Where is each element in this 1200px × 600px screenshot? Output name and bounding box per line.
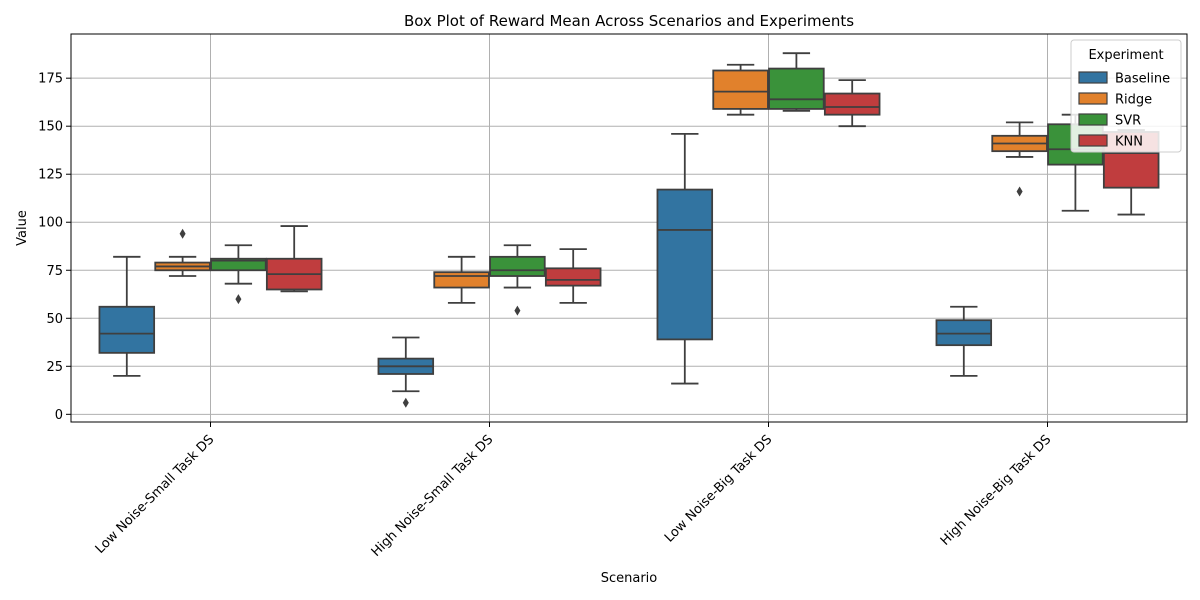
- y-tick-label: 75: [46, 264, 63, 279]
- box-ridge-2: [433, 255, 490, 304]
- iqr-box: [768, 67, 825, 110]
- box-ridge-4: [991, 121, 1048, 197]
- legend-label-knn: KNN: [1115, 135, 1143, 150]
- box-knn-2: [544, 248, 602, 304]
- y-tick-label: 150: [38, 120, 63, 135]
- y-tick-label: 125: [38, 168, 63, 183]
- box-svr-3: [768, 52, 825, 112]
- legend-title: Experiment: [1088, 48, 1163, 63]
- axes: 0 25 50 75 100 125 150 175 Low Noise-Small Task …: [38, 72, 1054, 560]
- grid-lines: [71, 34, 1187, 422]
- box-knn-1: [265, 225, 323, 293]
- chart-title: Box Plot of Reward Mean Across Scenarios…: [404, 12, 854, 30]
- legend-swatch-svr: [1078, 113, 1108, 126]
- box-svr-2: [489, 244, 546, 316]
- box-baseline-3: [656, 132, 714, 385]
- iqr-box: [935, 319, 993, 347]
- legend-swatch-knn: [1078, 134, 1108, 147]
- box-ridge-3: [712, 63, 769, 116]
- y-tick-label: 0: [55, 408, 63, 423]
- legend-swatch-ridge: [1078, 92, 1108, 105]
- iqr-box: [656, 188, 714, 341]
- outlier-point: [235, 294, 242, 305]
- legend-label-svr: SVR: [1115, 114, 1141, 129]
- iqr-box: [433, 271, 490, 289]
- outlier-point: [402, 397, 409, 408]
- y-tick-label: 25: [46, 360, 63, 375]
- x-tick-label: Low Noise-Big Task DS: [662, 432, 775, 545]
- iqr-box: [98, 305, 156, 354]
- iqr-box: [823, 92, 881, 116]
- outlier-point: [179, 228, 186, 239]
- box-baseline-1: [98, 255, 156, 377]
- x-tick-label: High Noise-Big Task DS: [938, 432, 1054, 548]
- iqr-box: [489, 255, 546, 277]
- y-tick-label: 100: [38, 216, 63, 231]
- y-tick-label: 175: [38, 72, 63, 87]
- outlier-point: [514, 305, 521, 316]
- iqr-box: [544, 267, 602, 287]
- iqr-box: [210, 257, 267, 272]
- box-layer: [98, 52, 1160, 408]
- legend: Experiment Baseline Ridge SVR KNN: [1070, 39, 1182, 153]
- box-knn-3: [823, 79, 881, 128]
- iqr-box: [712, 69, 769, 110]
- box-svr-1: [210, 244, 267, 305]
- y-tick-label: 50: [46, 312, 63, 327]
- x-tick-label: Low Noise-Small Task DS: [93, 432, 218, 557]
- legend-label-baseline: Baseline: [1115, 72, 1170, 87]
- x-axis-label: Scenario: [601, 571, 658, 586]
- plot-frame: [70, 33, 1188, 423]
- box-ridge-1: [154, 228, 211, 277]
- box-baseline-2: [377, 336, 435, 408]
- y-axis-label: Value: [15, 210, 30, 246]
- box-baseline-4: [935, 305, 993, 377]
- legend-label-ridge: Ridge: [1115, 93, 1152, 108]
- outlier-point: [1016, 186, 1023, 197]
- legend-swatch-baseline: [1078, 71, 1108, 84]
- x-tick-label: High Noise-Small Task DS: [369, 432, 497, 560]
